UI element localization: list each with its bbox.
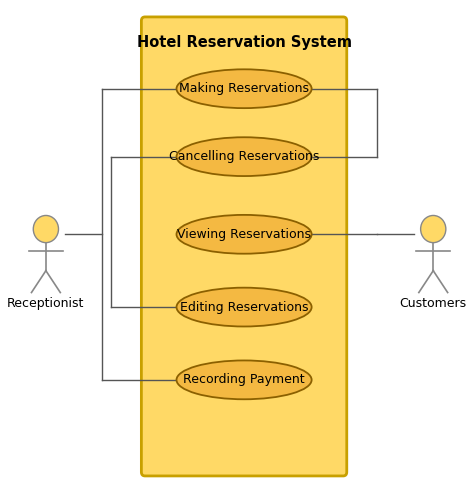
FancyBboxPatch shape bbox=[141, 17, 347, 476]
Ellipse shape bbox=[176, 137, 311, 176]
Ellipse shape bbox=[176, 69, 311, 108]
Text: Cancelling Reservations: Cancelling Reservations bbox=[169, 150, 319, 163]
Text: Customers: Customers bbox=[400, 297, 467, 310]
Circle shape bbox=[33, 216, 58, 243]
Ellipse shape bbox=[176, 287, 311, 326]
Ellipse shape bbox=[176, 215, 311, 254]
Circle shape bbox=[420, 216, 446, 243]
Text: Recording Payment: Recording Payment bbox=[183, 373, 305, 386]
Text: Viewing Reservations: Viewing Reservations bbox=[177, 228, 311, 241]
Ellipse shape bbox=[176, 361, 311, 399]
Text: Making Reservations: Making Reservations bbox=[179, 82, 309, 95]
Text: Receptionist: Receptionist bbox=[7, 297, 84, 310]
Text: Hotel Reservation System: Hotel Reservation System bbox=[137, 35, 352, 50]
Text: Editing Reservations: Editing Reservations bbox=[180, 301, 308, 314]
